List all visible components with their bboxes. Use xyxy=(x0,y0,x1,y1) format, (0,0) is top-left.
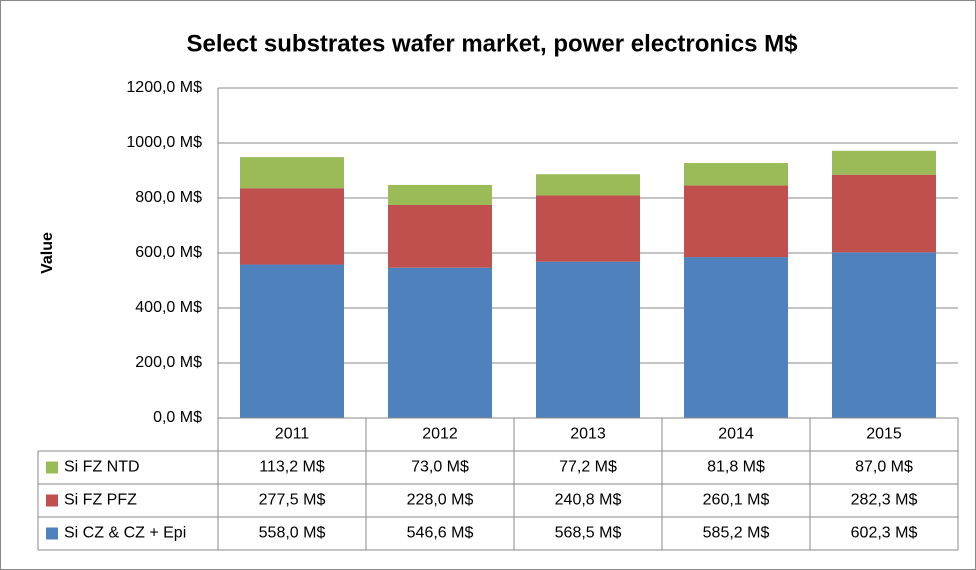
bar-segment xyxy=(684,185,788,258)
bar-segment xyxy=(240,188,344,265)
bar-segment xyxy=(832,252,936,418)
legend-label: Si FZ NTD xyxy=(64,459,140,476)
table-value: 260,1 M$ xyxy=(703,492,770,509)
bar-segment xyxy=(832,174,936,253)
x-tick-label: 2013 xyxy=(570,426,606,443)
bar-segment xyxy=(832,150,936,175)
table-value: 73,0 M$ xyxy=(411,459,469,476)
bar-segment xyxy=(388,184,492,205)
table-value: 81,8 M$ xyxy=(707,459,765,476)
y-tick-label: 600,0 M$ xyxy=(135,244,202,261)
legend-key xyxy=(46,461,58,474)
y-tick-label: 0,0 M$ xyxy=(153,409,202,426)
bar-segment xyxy=(240,157,344,189)
table-value: 585,2 M$ xyxy=(703,525,770,542)
y-tick-label: 1200,0 M$ xyxy=(126,79,202,96)
bar-segment xyxy=(388,267,492,418)
y-tick-label: 200,0 M$ xyxy=(135,354,202,371)
bar-segment xyxy=(240,264,344,418)
table-value: 602,3 M$ xyxy=(851,525,918,542)
table-value: 77,2 M$ xyxy=(559,459,617,476)
bar-segment xyxy=(536,174,640,196)
table-value: 240,8 M$ xyxy=(555,492,622,509)
bar-segment xyxy=(684,163,788,186)
bar-segment xyxy=(388,204,492,268)
legend-key xyxy=(46,527,58,540)
table-value: 113,2 M$ xyxy=(259,459,325,476)
x-tick-label: 2012 xyxy=(422,426,458,443)
bar-segment xyxy=(684,257,788,418)
legend-label: Si FZ PFZ xyxy=(64,492,137,509)
table-value: 558,0 M$ xyxy=(259,525,326,542)
x-tick-label: 2014 xyxy=(718,426,754,443)
bar-segment xyxy=(536,195,640,262)
table-value: 87,0 M$ xyxy=(855,459,913,476)
x-tick-label: 2015 xyxy=(866,426,902,443)
x-tick-label: 2011 xyxy=(275,426,310,443)
legend-label: Si CZ & CZ + Epi xyxy=(64,525,186,542)
y-axis-label: Value xyxy=(39,232,56,274)
legend-key xyxy=(46,494,58,507)
table-value: 546,6 M$ xyxy=(407,525,474,542)
y-tick-label: 400,0 M$ xyxy=(135,299,202,316)
y-tick-label: 800,0 M$ xyxy=(135,189,202,206)
chart-title: Select substrates wafer market, power el… xyxy=(187,30,799,57)
table-value: 282,3 M$ xyxy=(851,492,918,509)
y-tick-label: 1000,0 M$ xyxy=(126,134,202,151)
table-value: 277,5 M$ xyxy=(259,492,326,509)
table-value: 568,5 M$ xyxy=(555,525,622,542)
bar-segment xyxy=(536,261,640,418)
table-value: 228,0 M$ xyxy=(407,492,474,509)
